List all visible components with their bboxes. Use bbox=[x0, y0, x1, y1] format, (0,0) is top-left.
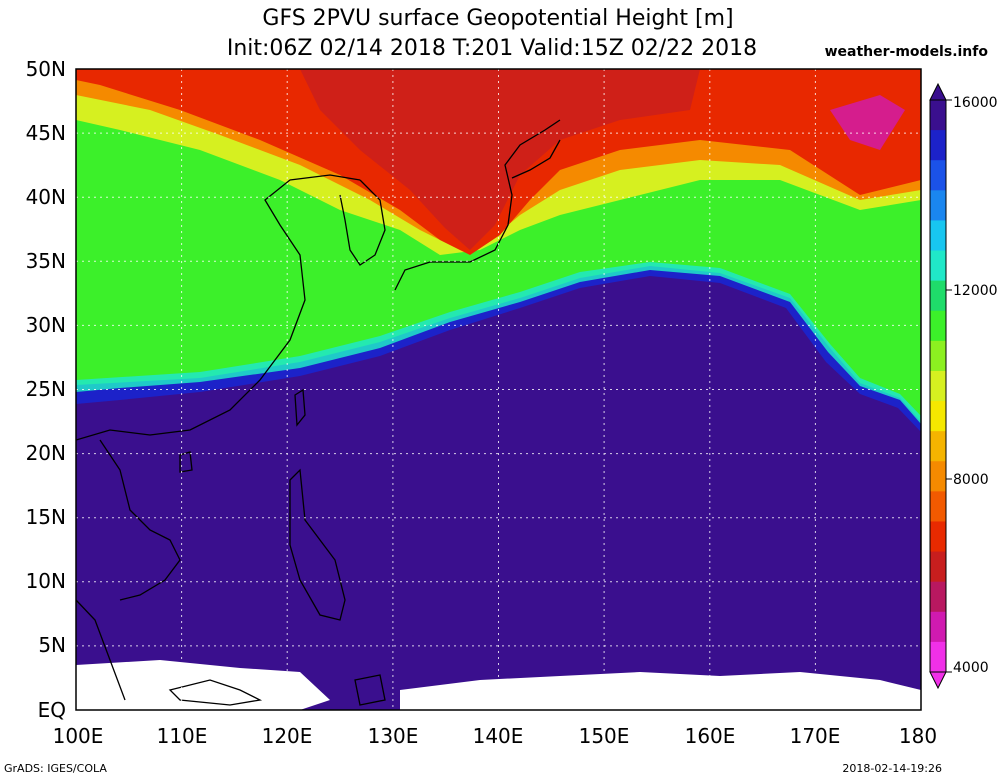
colorbar-segment bbox=[930, 220, 946, 252]
colorbar-segment bbox=[930, 310, 946, 342]
lat-label: 50N bbox=[26, 57, 66, 81]
lat-label: 20N bbox=[26, 441, 66, 465]
colorbar-min-arrow bbox=[929, 671, 947, 690]
lon-label: 110E bbox=[157, 724, 208, 748]
height-field bbox=[76, 69, 921, 710]
lat-label: EQ bbox=[38, 698, 66, 722]
colorbar-frame bbox=[929, 99, 947, 673]
colorbar-segment bbox=[930, 641, 946, 673]
map-subtitle: Init:06Z 02/14 2018 T:201 Valid:15Z 02/2… bbox=[226, 36, 758, 61]
colorbar-segment bbox=[930, 100, 946, 131]
colorbar bbox=[929, 82, 952, 690]
lon-label: 130E bbox=[368, 724, 419, 748]
lat-label: 5N bbox=[38, 633, 66, 657]
site-watermark: weather-models.info bbox=[824, 44, 988, 60]
colorbar-segment bbox=[930, 551, 946, 583]
colorbar-label: 8000 bbox=[953, 472, 989, 488]
footer-timestamp: 2018-02-14-19:26 bbox=[842, 762, 942, 775]
lon-label: 150E bbox=[579, 724, 630, 748]
lat-label: 30N bbox=[26, 313, 66, 337]
colorbar-segment bbox=[930, 521, 946, 553]
colorbar-label: 16000 bbox=[953, 95, 998, 111]
lat-label: 35N bbox=[26, 249, 66, 273]
colorbar-segment bbox=[930, 581, 946, 613]
colorbar-label: 4000 bbox=[953, 660, 989, 676]
lon-label: 100E bbox=[53, 724, 104, 748]
lon-label: 170E bbox=[790, 724, 841, 748]
map-title: GFS 2PVU surface Geopotential Height [m] bbox=[262, 6, 734, 31]
colorbar-segment bbox=[930, 370, 946, 402]
footer-credit: GrADS: IGES/COLA bbox=[4, 762, 107, 775]
lon-label: 180 bbox=[899, 724, 937, 748]
colorbar-segment bbox=[930, 130, 946, 161]
colorbar-segment bbox=[930, 611, 946, 643]
lat-label: 40N bbox=[26, 185, 66, 209]
graticule bbox=[76, 69, 921, 710]
colorbar-max-arrow bbox=[929, 82, 947, 101]
colorbar-segment bbox=[930, 461, 946, 492]
lat-label: 45N bbox=[26, 121, 66, 145]
colorbar-segment bbox=[930, 401, 946, 432]
plot-frame bbox=[75, 68, 922, 711]
colorbar-label: 12000 bbox=[953, 283, 998, 299]
coastlines bbox=[76, 119, 561, 706]
lat-label: 15N bbox=[26, 505, 66, 529]
lon-labels: 100E 110E 120E 130E 140E 150E 160E 170E … bbox=[53, 724, 938, 748]
colorbar-segment bbox=[930, 280, 946, 312]
lat-label: 10N bbox=[26, 569, 66, 593]
lat-label: 25N bbox=[26, 377, 66, 401]
lat-labels: 50N 45N 40N 35N 30N 25N 20N 15N 10N 5N E… bbox=[26, 57, 66, 722]
colorbar-segment bbox=[930, 190, 946, 221]
colorbar-segment bbox=[930, 491, 946, 522]
lon-label: 140E bbox=[473, 724, 524, 748]
colorbar-segment bbox=[930, 160, 946, 191]
lon-label: 120E bbox=[262, 724, 313, 748]
colorbar-segment bbox=[930, 250, 946, 282]
colorbar-segment bbox=[930, 340, 946, 372]
lon-label: 160E bbox=[685, 724, 736, 748]
colorbar-segment bbox=[930, 431, 946, 462]
colorbar-labels: 16000 12000 8000 4000 bbox=[953, 95, 998, 676]
